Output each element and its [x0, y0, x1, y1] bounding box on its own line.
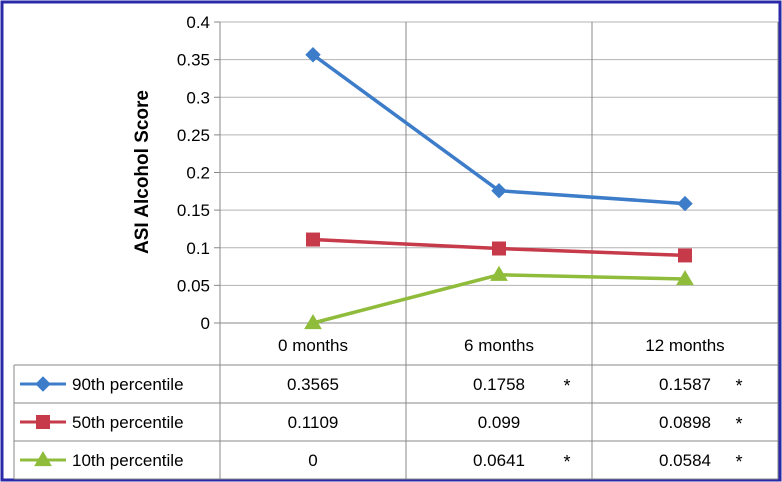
data-table: 0 months 6 months 12 months 90th percentile… — [13, 22, 779, 480]
significance-star: * — [735, 452, 742, 472]
legend-key-marker — [35, 376, 51, 392]
legend-entry: 50th percentile — [72, 413, 184, 432]
data-point — [490, 265, 508, 281]
y-axis-ticks: 0 0.05 0.1 0.15 0.2 0.25 0.3 0.35 0.4 — [177, 13, 210, 333]
y-tick-label: 0 — [201, 314, 210, 333]
y-tick-label: 0.4 — [186, 13, 210, 32]
data-label: 0.1758 — [473, 375, 525, 394]
category-label: 12 months — [645, 336, 724, 355]
y-tick-label: 0.25 — [177, 126, 210, 145]
significance-star: * — [563, 376, 570, 396]
data-label: 0.3565 — [287, 375, 339, 394]
legend-entry: 90th percentile — [72, 375, 184, 394]
significance-star: * — [563, 452, 570, 472]
legend-entry: 10th percentile — [72, 451, 184, 470]
y-tick-label: 0.2 — [186, 164, 210, 183]
category-label: 0 months — [278, 336, 348, 355]
data-label: 0.0584 — [659, 451, 711, 470]
y-tick-label: 0.15 — [177, 201, 210, 220]
data-point — [676, 270, 694, 286]
legend-key-marker — [34, 451, 52, 467]
legend-key-marker — [36, 415, 50, 429]
category-label: 6 months — [464, 336, 534, 355]
data-point — [306, 232, 320, 247]
data-label: 0.1109 — [288, 413, 339, 432]
series-lines — [304, 47, 694, 330]
data-label: 0.0641 — [473, 451, 525, 470]
y-tick-label: 0.05 — [177, 276, 210, 295]
significance-star: * — [735, 414, 742, 434]
y-tick-label: 0.35 — [177, 51, 210, 70]
data-point — [491, 183, 507, 199]
data-label: 0.0898 — [659, 413, 711, 432]
data-point — [305, 47, 321, 63]
y-tick-label: 0.1 — [186, 239, 210, 258]
y-axis-label: ASI Alcohol Score — [132, 90, 153, 254]
data-label: 0.1587 — [659, 375, 711, 394]
data-point — [677, 195, 693, 212]
data-label: 0 — [308, 451, 317, 470]
significance-star: * — [735, 376, 742, 396]
data-point — [304, 314, 322, 330]
y-tick-label: 0.3 — [186, 88, 210, 107]
data-label: 0.099 — [478, 413, 521, 432]
series-line-2 — [312, 273, 686, 325]
series-line-0 — [311, 53, 686, 206]
data-point — [678, 248, 692, 263]
data-point — [492, 241, 506, 256]
